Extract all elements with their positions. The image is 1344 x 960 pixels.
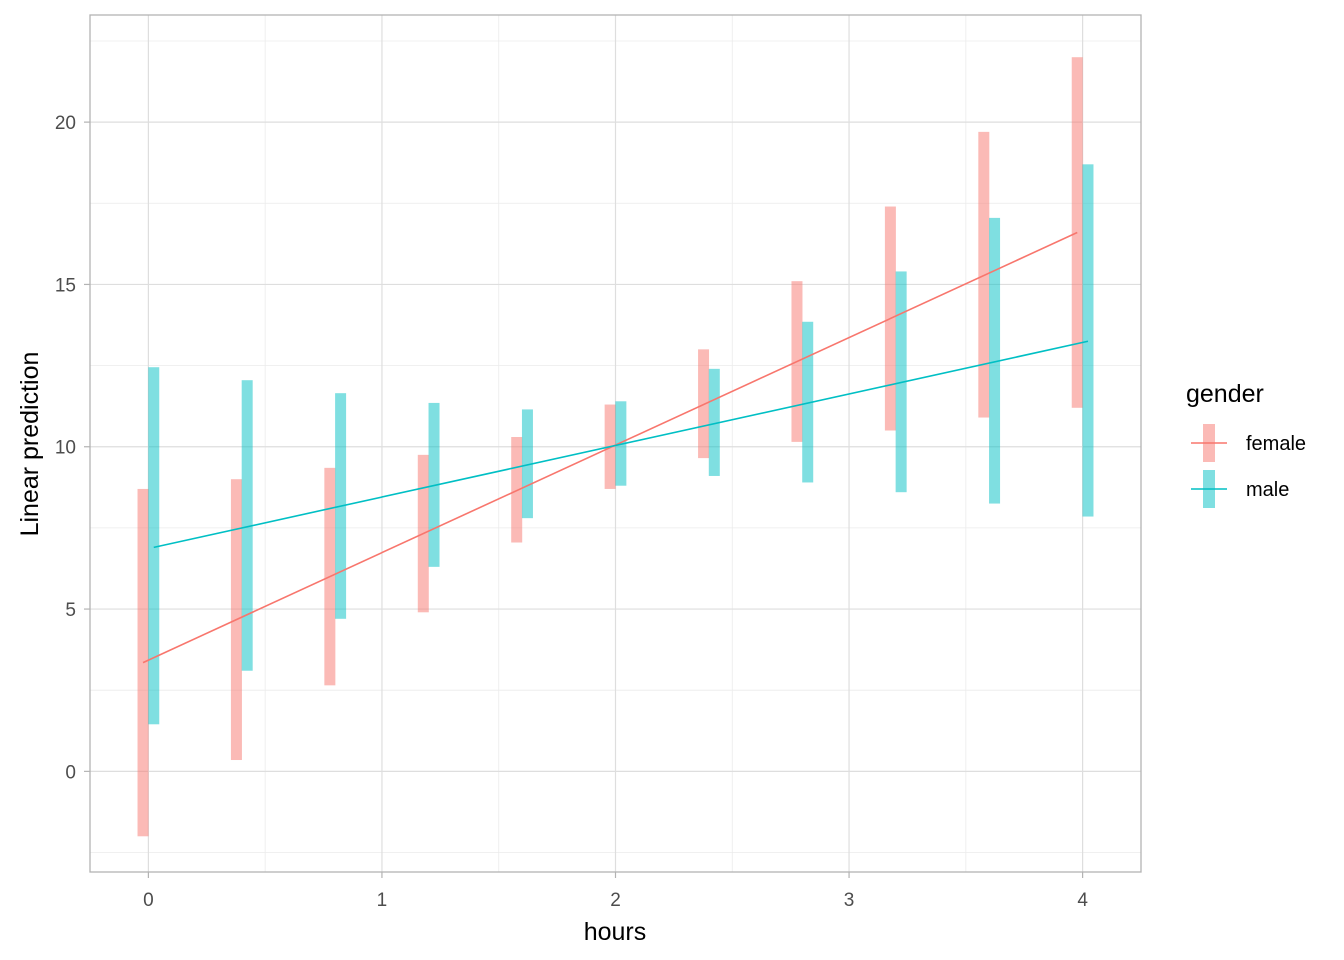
error-bar-male [148, 367, 160, 725]
error-bar-male [802, 321, 814, 483]
error-bar-male [241, 380, 253, 671]
fit-line-female [142, 231, 1078, 664]
x-tick-label: 2 [610, 890, 621, 911]
y-tick-label: 20 [55, 113, 76, 134]
y-axis-title: Linear prediction [16, 352, 44, 537]
x-tick-label: 4 [1077, 890, 1088, 911]
error-bar-male [708, 368, 720, 476]
y-tick-label: 5 [65, 600, 76, 621]
fit-lines [142, 231, 1089, 664]
x-axis-ticks: 0 1 2 3 4 [143, 872, 1088, 911]
legend: gender female male [1186, 380, 1306, 508]
y-tick-label: 0 [65, 762, 76, 783]
y-tick-label: 10 [55, 438, 76, 459]
error-bar-male [989, 217, 1001, 504]
legend-title: gender [1186, 380, 1264, 408]
y-axis-ticks: 0 5 10 15 20 [55, 113, 90, 783]
legend-label-female: female [1246, 433, 1306, 455]
x-tick-label: 0 [143, 890, 154, 911]
error-bar-male [521, 409, 533, 519]
fit-line-male [153, 340, 1089, 549]
legend-label-male: male [1246, 479, 1289, 501]
error-bar-male [1082, 164, 1094, 517]
x-tick-label: 3 [844, 890, 855, 911]
y-tick-label: 15 [55, 275, 76, 296]
x-tick-label: 1 [377, 890, 388, 911]
x-axis-title: hours [584, 918, 647, 946]
